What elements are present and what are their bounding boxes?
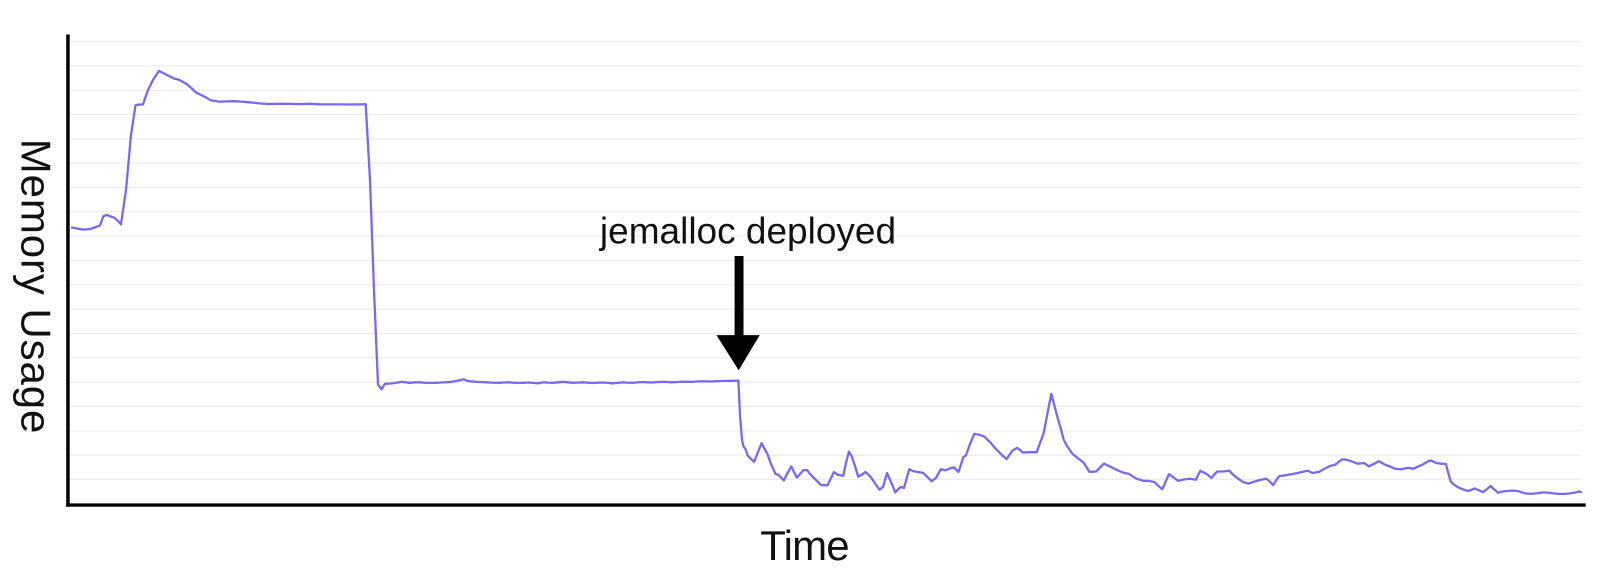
svg-text:jemalloc deployed: jemalloc deployed bbox=[599, 211, 896, 252]
svg-text:Time: Time bbox=[760, 522, 849, 569]
svg-text:Memory Usage: Memory Usage bbox=[13, 139, 60, 435]
